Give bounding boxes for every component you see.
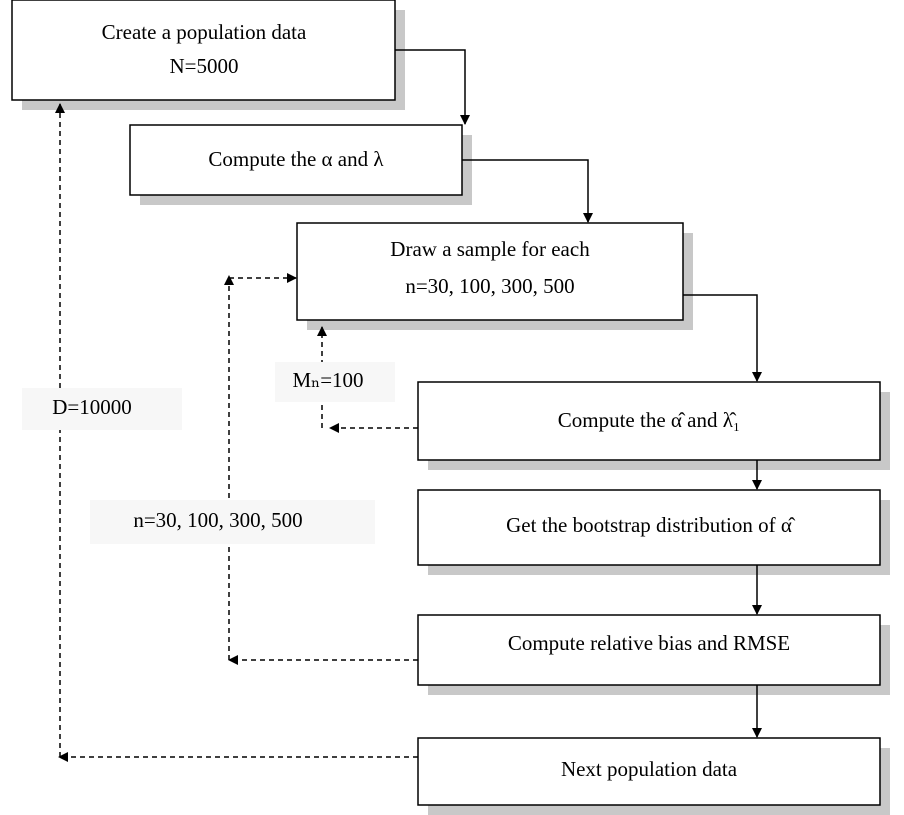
box <box>417 737 881 806</box>
boxes <box>11 0 881 806</box>
box-label: n=30, 100, 300, 500 <box>405 274 574 298</box>
arrows <box>55 49 762 762</box>
box-label: Draw a sample for each <box>390 237 590 261</box>
arrow <box>462 159 593 223</box>
box <box>129 124 463 196</box>
box <box>296 222 684 321</box>
loop-label: n=30, 100, 300, 500 <box>133 508 302 532</box>
box-label: Compute the α and λ <box>208 147 384 171</box>
box-label: N=5000 <box>169 54 238 78</box>
box <box>417 381 881 461</box>
box-label: Compute the α̂ and λ̂₁ <box>558 408 740 432</box>
box-labels: Create a population data N=5000 Compute … <box>102 20 796 781</box>
loop-label: Mₙ=100 <box>292 368 363 392</box>
box-label: Next population data <box>561 757 738 781</box>
arrow <box>395 49 470 125</box>
loop-labels: Mₙ=100 n=30, 100, 300, 500 D=10000 <box>22 362 395 544</box>
box-label: Get the bootstrap distribution of α̂ <box>506 513 796 537</box>
box <box>11 0 396 101</box>
box-label: Compute relative bias and RMSE <box>508 631 790 655</box>
box-label: Create a population data <box>102 20 307 44</box>
loop-label: D=10000 <box>52 395 132 419</box>
box <box>417 489 881 566</box>
arrow <box>683 294 762 382</box>
box <box>417 614 881 686</box>
